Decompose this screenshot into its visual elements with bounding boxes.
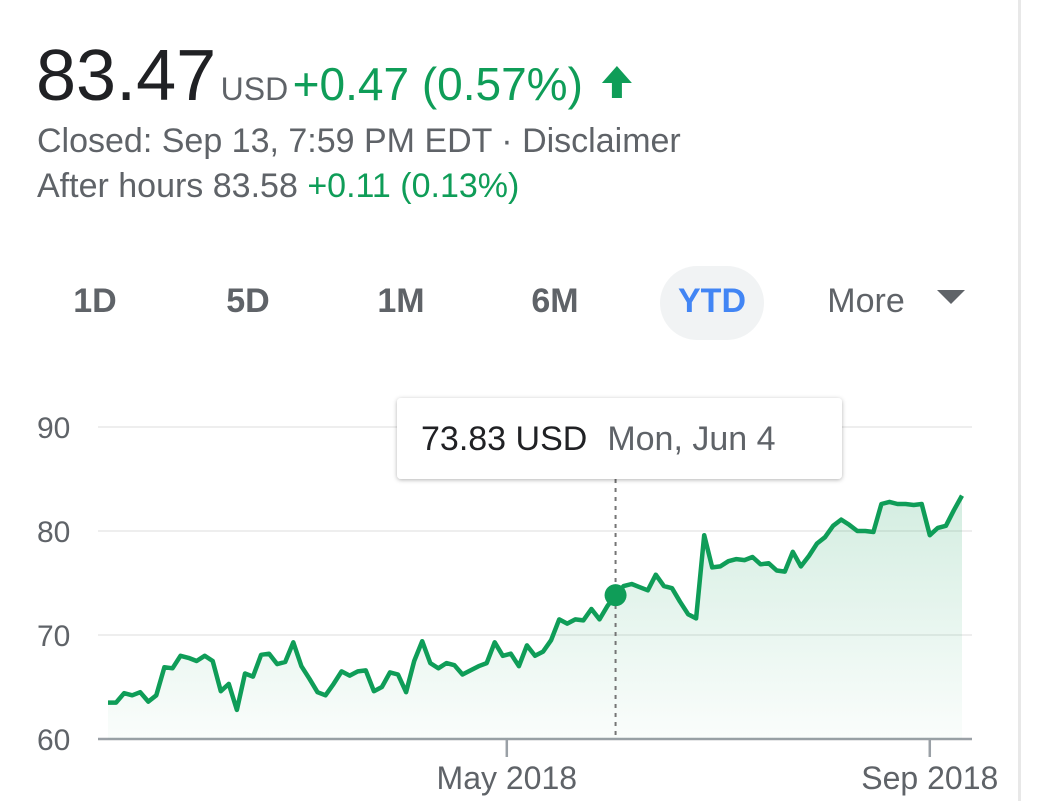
chart: 60 70 80 90 May 2018 Sep 2018 73.83 USD Mon, Ju… — [37, 398, 998, 796]
price-line — [108, 494, 964, 713]
price-change: +0.47 (0.57%) — [293, 58, 583, 110]
range-tab[interactable]: 5D — [226, 282, 269, 320]
tooltip-box — [397, 398, 842, 479]
x-tick-label: May 2018 — [437, 760, 578, 796]
y-tick-label: 80 — [37, 516, 70, 549]
hover-dot — [604, 584, 627, 607]
range-tabs: 1D 5D 1M 6M YTD More — [73, 282, 904, 320]
y-tick-label: 70 — [37, 620, 70, 653]
tooltip-date: Mon, Jun 4 — [607, 420, 775, 458]
close-line: Closed: Sep 13, 7:59 PM EDT · Disclaimer — [37, 122, 681, 160]
tooltip-text: 73.83 USD Mon, Jun 4 — [421, 420, 776, 458]
after-hours-label: After hours — [37, 167, 203, 205]
right-edge — [1018, 0, 1021, 801]
x-tick-label: Sep 2018 — [861, 760, 998, 796]
price-area — [108, 495, 962, 739]
price-line: 83.47 USD +0.47 (0.57%) — [36, 36, 583, 116]
disclaimer-link[interactable]: Disclaimer — [522, 122, 681, 160]
separator: · — [501, 122, 512, 160]
after-hours-line: After hours 83.58 +0.11 (0.13%) — [37, 167, 519, 205]
y-tick-label: 90 — [37, 412, 70, 445]
range-tab[interactable]: YTD — [678, 282, 746, 320]
up-arrow — [601, 66, 632, 98]
currency: USD — [221, 71, 289, 107]
closed-time: Closed: Sep 13, 7:59 PM EDT — [37, 122, 492, 160]
tooltip-value: 73.83 USD — [421, 420, 587, 458]
range-tab[interactable]: More — [827, 282, 904, 320]
y-tick-label: 60 — [37, 724, 70, 757]
after-hours-change: +0.11 (0.13%) — [307, 167, 519, 205]
range-tab[interactable]: 1D — [73, 282, 116, 320]
more-dropdown-icon[interactable] — [937, 290, 965, 304]
range-tab[interactable]: 1M — [377, 282, 424, 320]
selected-tab-background — [660, 266, 764, 340]
after-hours-price: 83.58 — [213, 167, 298, 205]
price: 83.47 — [36, 36, 216, 116]
range-tab[interactable]: 6M — [531, 282, 578, 320]
